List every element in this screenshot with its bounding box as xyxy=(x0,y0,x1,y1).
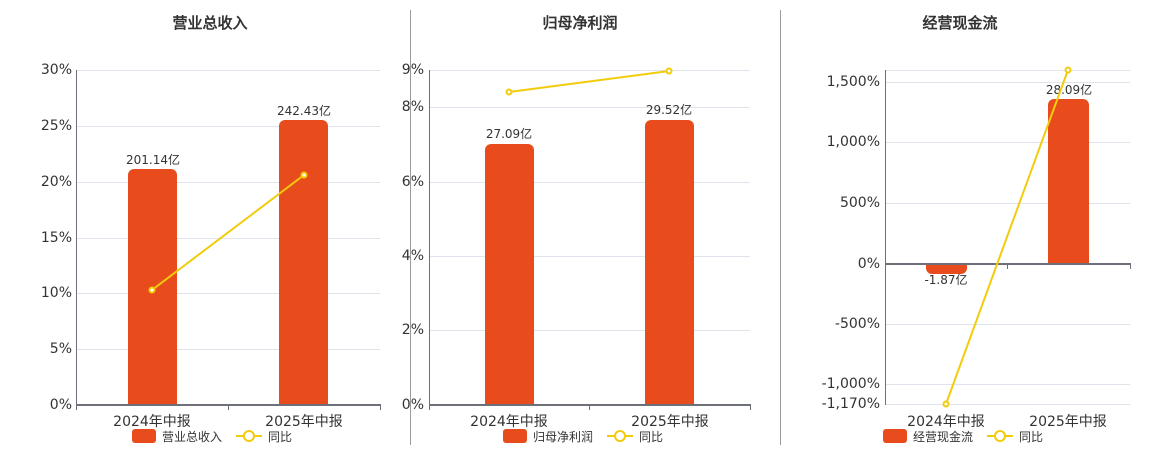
x-axis xyxy=(429,404,751,406)
gridline xyxy=(77,349,380,350)
x-tick xyxy=(380,405,381,410)
bar-value-label: -1.87亿 xyxy=(924,273,968,287)
legend-line-label[interactable]: 同比 xyxy=(1019,429,1044,444)
bar-2025[interactable] xyxy=(645,120,694,405)
bar-value-label: 29.52亿 xyxy=(645,103,693,117)
gridline xyxy=(886,384,1130,385)
x-tick xyxy=(885,264,886,269)
y-tick-label: 25% xyxy=(40,118,72,134)
y-tick-label: 2% xyxy=(401,322,424,338)
legend-bar-label[interactable]: 归母净利润 xyxy=(533,429,594,444)
legend-line-icon[interactable] xyxy=(607,429,634,443)
chart-net-profit: 归母净利润 9% 8% 6% 4% 2% 0% 27.09亿 29.52亿 20… xyxy=(401,14,751,444)
bar-value-label: 201.14亿 xyxy=(126,153,180,167)
x-tick-label: 2025年中报 xyxy=(1029,414,1107,430)
legend-bar-swatch[interactable] xyxy=(503,429,527,443)
y-tick-label: 5% xyxy=(49,341,72,357)
y-tick-label: -1,000% xyxy=(821,376,880,392)
legend: 经营现金流 同比 xyxy=(883,428,1043,444)
x-tick-label: 2025年中报 xyxy=(265,414,343,430)
legend-line-icon[interactable] xyxy=(236,429,263,443)
chart-title: 经营现金流 xyxy=(922,14,998,32)
x-tick xyxy=(1130,264,1131,269)
chart-title: 营业总收入 xyxy=(172,14,248,32)
gridline xyxy=(886,324,1130,325)
y-tick-label: 20% xyxy=(40,174,72,190)
x-tick-label: 2024年中报 xyxy=(907,414,985,430)
y-tick-label: 8% xyxy=(401,99,424,115)
chart-title: 归母净利润 xyxy=(542,14,618,32)
x-tick xyxy=(429,405,430,410)
y-tick-label: 15% xyxy=(40,230,72,246)
bar-value-label: 242.43亿 xyxy=(277,104,331,118)
gridline xyxy=(77,293,380,294)
chart-revenue: 营业总收入 30% 25% 20% 15% 10% 5% 0% 201.14亿 … xyxy=(0,0,400,450)
x-tick xyxy=(228,405,229,410)
y-tick-label: 0% xyxy=(857,256,880,272)
gridline xyxy=(77,126,380,127)
gridline xyxy=(886,203,1130,204)
y-tick-label: 6% xyxy=(401,174,424,190)
x-axis xyxy=(885,263,1131,265)
y-tick-label: 9% xyxy=(401,62,424,78)
x-tick-label: 2024年中报 xyxy=(113,414,191,430)
gridline xyxy=(886,404,1130,405)
gridline xyxy=(886,142,1130,143)
y-tick-label: -500% xyxy=(834,316,880,332)
bar-value-label: 28.09亿 xyxy=(1045,83,1093,97)
y-tick-label: 1,500% xyxy=(826,74,880,90)
y-tick-label: 1,000% xyxy=(826,134,880,150)
legend-line-label[interactable]: 同比 xyxy=(639,429,664,444)
y-tick-label: 4% xyxy=(401,248,424,264)
y-axis xyxy=(885,70,886,405)
legend-bar-label[interactable]: 营业总收入 xyxy=(162,429,223,444)
x-tick-label: 2024年中报 xyxy=(470,414,548,430)
y-tick-label: 500% xyxy=(839,195,880,211)
x-tick xyxy=(1007,264,1008,269)
gridline xyxy=(430,256,750,257)
gridline xyxy=(886,70,1130,71)
x-tick-label: 2025年中报 xyxy=(631,414,709,430)
legend-bar-swatch[interactable] xyxy=(883,429,907,443)
y-tick-label: 0% xyxy=(401,397,424,413)
legend-bar-label[interactable]: 经营现金流 xyxy=(913,429,974,444)
gridline xyxy=(77,70,380,71)
x-tick xyxy=(76,405,77,410)
legend: 营业总收入 同比 xyxy=(132,428,292,444)
legend-bar-swatch[interactable] xyxy=(132,429,156,443)
legend: 归母净利润 同比 xyxy=(503,428,663,444)
panel-divider xyxy=(780,10,781,445)
legend-line-icon[interactable] xyxy=(987,429,1014,443)
bar-value-label: 27.09亿 xyxy=(485,127,533,141)
y-tick-label: -1,170% xyxy=(821,396,880,412)
panel-divider xyxy=(410,10,411,445)
y-axis xyxy=(76,70,77,406)
gridline xyxy=(430,107,750,108)
y-tick-label: 30% xyxy=(40,62,72,78)
y-tick-label: 0% xyxy=(49,397,72,413)
gridline xyxy=(430,182,750,183)
y-axis xyxy=(429,70,430,406)
bar-2025[interactable] xyxy=(1048,99,1089,264)
x-tick xyxy=(750,405,751,410)
x-tick xyxy=(589,405,590,410)
legend-line-label[interactable]: 同比 xyxy=(268,429,293,444)
bar-2024[interactable] xyxy=(485,144,534,405)
y-tick-label: 10% xyxy=(40,285,72,301)
gridline xyxy=(430,330,750,331)
